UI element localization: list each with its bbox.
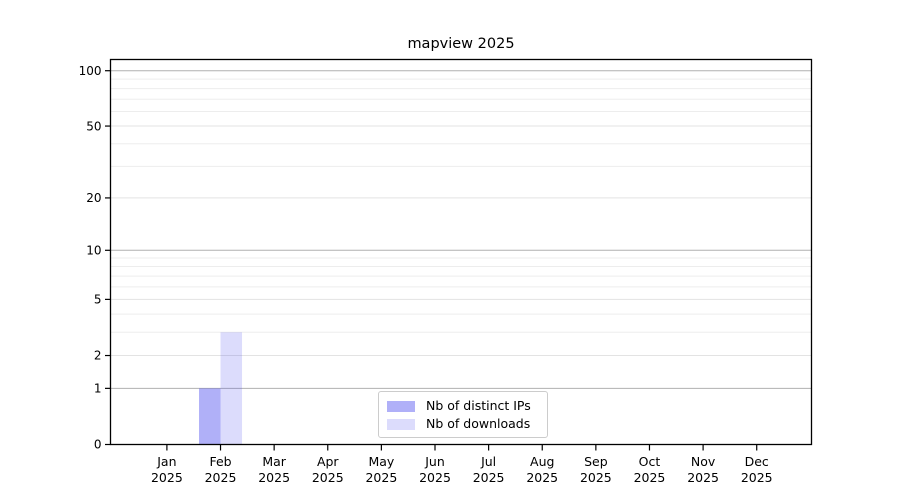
bar-distinct-ips xyxy=(199,388,221,445)
x-tick-label-month: Jun xyxy=(424,454,445,469)
x-tick-label-year: 2025 xyxy=(741,470,773,485)
x-tick-label-month: May xyxy=(368,454,394,469)
x-tick-label-month: Jul xyxy=(480,454,496,469)
y-tick-label: 5 xyxy=(94,293,102,307)
y-tick-label: 20 xyxy=(86,191,101,205)
y-tick-label: 50 xyxy=(86,119,101,133)
x-tick-label-year: 2025 xyxy=(419,470,451,485)
plot-spines xyxy=(109,58,813,446)
x-tick-label-month: Oct xyxy=(639,454,661,469)
x-tick-label-year: 2025 xyxy=(205,470,237,485)
y-tick-label: 2 xyxy=(94,349,102,363)
legend: Nb of distinct IPs Nb of downloads xyxy=(378,391,548,438)
x-tick-label-month: Apr xyxy=(317,454,339,469)
x-tick-label-month: Jan xyxy=(156,454,176,469)
x-tick-label-month: Sep xyxy=(584,454,608,469)
x-tick-label-year: 2025 xyxy=(473,470,505,485)
x-tick-label-year: 2025 xyxy=(526,470,558,485)
x-tick-label-month: Feb xyxy=(209,454,231,469)
legend-swatch-distinct-ips xyxy=(387,400,415,412)
y-tick-label: 100 xyxy=(79,64,102,78)
x-tick-label-month: Dec xyxy=(745,454,769,469)
y-tick-label: 1 xyxy=(94,382,102,396)
y-tick-label: 10 xyxy=(86,243,101,257)
x-tick-label-year: 2025 xyxy=(365,470,397,485)
x-tick-label-year: 2025 xyxy=(312,470,344,485)
chart-title: mapview 2025 xyxy=(407,36,515,52)
x-tick-label-year: 2025 xyxy=(687,470,719,485)
legend-label-distinct-ips: Nb of distinct IPs xyxy=(426,398,531,413)
legend-swatch-downloads xyxy=(387,418,415,430)
x-tick-label-year: 2025 xyxy=(258,470,290,485)
x-tick-label-month: Mar xyxy=(262,454,286,469)
x-tick-label-month: Nov xyxy=(691,454,716,469)
x-tick-label-year: 2025 xyxy=(151,470,183,485)
x-tick-label-year: 2025 xyxy=(634,470,666,485)
x-tick-label-year: 2025 xyxy=(580,470,612,485)
x-tick-label-month: Aug xyxy=(530,454,554,469)
legend-item-downloads: Nb of downloads xyxy=(387,416,539,432)
legend-label-downloads: Nb of downloads xyxy=(426,416,531,431)
bar-downloads xyxy=(220,332,243,445)
y-tick-label: 0 xyxy=(94,438,102,452)
legend-item-distinct-ips: Nb of distinct IPs xyxy=(387,398,539,414)
